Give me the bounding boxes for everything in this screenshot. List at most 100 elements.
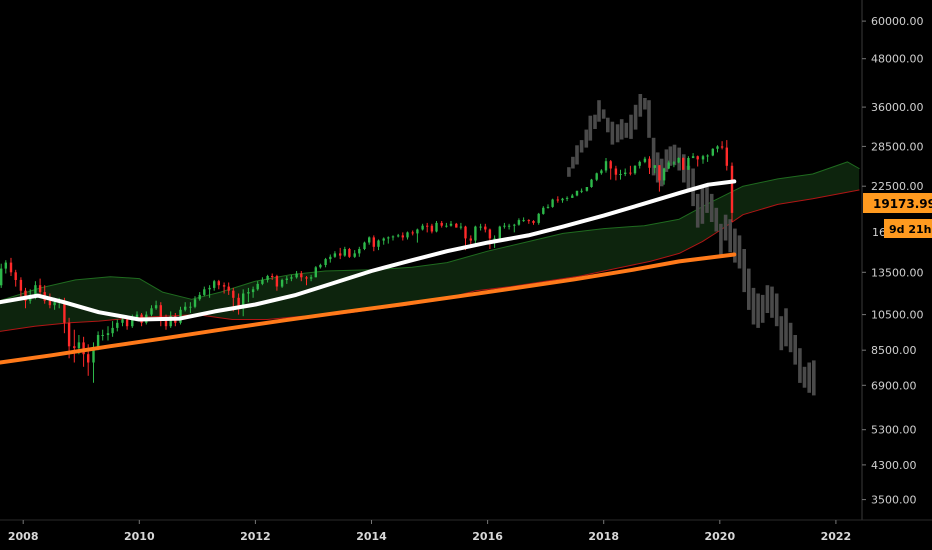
candle [193, 296, 197, 309]
candle [73, 329, 76, 363]
candle-body [513, 224, 516, 226]
candle [38, 278, 42, 297]
candle [556, 196, 559, 203]
x-tick-label: 2008 [8, 530, 39, 543]
overlay-bar [737, 235, 742, 269]
covered-tick-fragment: 16 [872, 226, 886, 239]
candle-body [38, 285, 42, 293]
candle [585, 187, 589, 192]
candle [406, 231, 409, 240]
candle [711, 148, 714, 157]
candle-body [314, 267, 317, 278]
y-tick-label: 28500.00 [871, 140, 924, 153]
overlay-bar [798, 348, 802, 383]
candle [372, 235, 375, 252]
overlay-bar [610, 121, 615, 145]
candle-body [222, 285, 226, 287]
candle [691, 153, 695, 159]
overlay-bar [647, 100, 651, 138]
y-axis[interactable]: 60000.00 48000.00 36000.00 28500.00 22500.00… [862, 15, 924, 507]
candle [189, 302, 192, 313]
overlay-bar [733, 228, 737, 263]
candle-body [595, 173, 598, 180]
candle-body [498, 226, 501, 239]
candle-body [565, 197, 569, 199]
countdown-label: 9d 21h [889, 223, 932, 236]
candle-body [397, 235, 400, 237]
candle [445, 222, 448, 228]
candle-body [339, 253, 342, 256]
candle-body [73, 346, 76, 349]
candle-body [619, 174, 622, 175]
candle [261, 277, 264, 286]
candle [629, 165, 632, 176]
candle-body [730, 165, 734, 213]
candle [397, 233, 400, 238]
overlay-bar [723, 214, 728, 241]
candle-body [706, 155, 709, 157]
candle-body [614, 168, 618, 175]
candle-body [4, 262, 7, 269]
overlay-bar [760, 294, 765, 323]
white-moving-average [0, 179, 737, 322]
overlay-bar [747, 268, 751, 310]
candle-body [416, 229, 419, 234]
candle-body [571, 195, 574, 198]
candle-body [363, 242, 366, 249]
candle [609, 160, 612, 180]
candle [595, 172, 598, 182]
candle [305, 276, 308, 286]
candle-body [493, 238, 496, 240]
candle-body [19, 279, 23, 291]
candle-body [682, 158, 685, 170]
candle-body [658, 165, 661, 181]
candle-body [295, 273, 298, 278]
candle [580, 188, 583, 194]
candle [271, 273, 274, 280]
candle [633, 165, 637, 175]
candle-body [290, 277, 293, 279]
candle-body [333, 253, 337, 257]
candle-body [358, 249, 361, 254]
candle [725, 140, 728, 171]
candle-body [121, 319, 124, 323]
candles-layer [0, 140, 734, 383]
candle-body [305, 277, 308, 279]
candle [565, 196, 569, 202]
candle [14, 269, 17, 287]
countdown-badge: 16 9d 21h [872, 219, 932, 239]
candle [217, 279, 220, 290]
candle [242, 289, 245, 317]
candle [387, 236, 390, 244]
candle-body [198, 294, 201, 300]
candle-body [125, 319, 129, 327]
candle [382, 237, 385, 245]
candle [527, 219, 530, 224]
candle [449, 221, 453, 227]
candle-body [672, 162, 676, 164]
candle [208, 285, 211, 298]
candle-body [638, 161, 641, 166]
candle-body [527, 220, 530, 222]
candle [590, 178, 593, 188]
candle [720, 141, 724, 150]
candle [319, 263, 322, 269]
candle [421, 223, 424, 231]
candle-body [96, 335, 100, 349]
candle-body [653, 165, 656, 168]
overlay-bar [714, 207, 719, 232]
candle [667, 160, 670, 170]
candle-body [488, 229, 492, 239]
overlay-bar [633, 104, 638, 130]
x-tick-label: 2014 [356, 530, 387, 543]
x-tick-label: 2020 [704, 530, 735, 543]
overlay-bar [651, 137, 656, 176]
candle [522, 217, 525, 222]
candle-body [546, 206, 550, 208]
overlay-bar [807, 362, 811, 393]
candle-body [716, 146, 719, 149]
candle-body [101, 335, 104, 336]
candle [106, 326, 110, 341]
x-axis[interactable]: 2008 2010 2012 2014 2016 2018 2020 2022 [8, 520, 851, 543]
